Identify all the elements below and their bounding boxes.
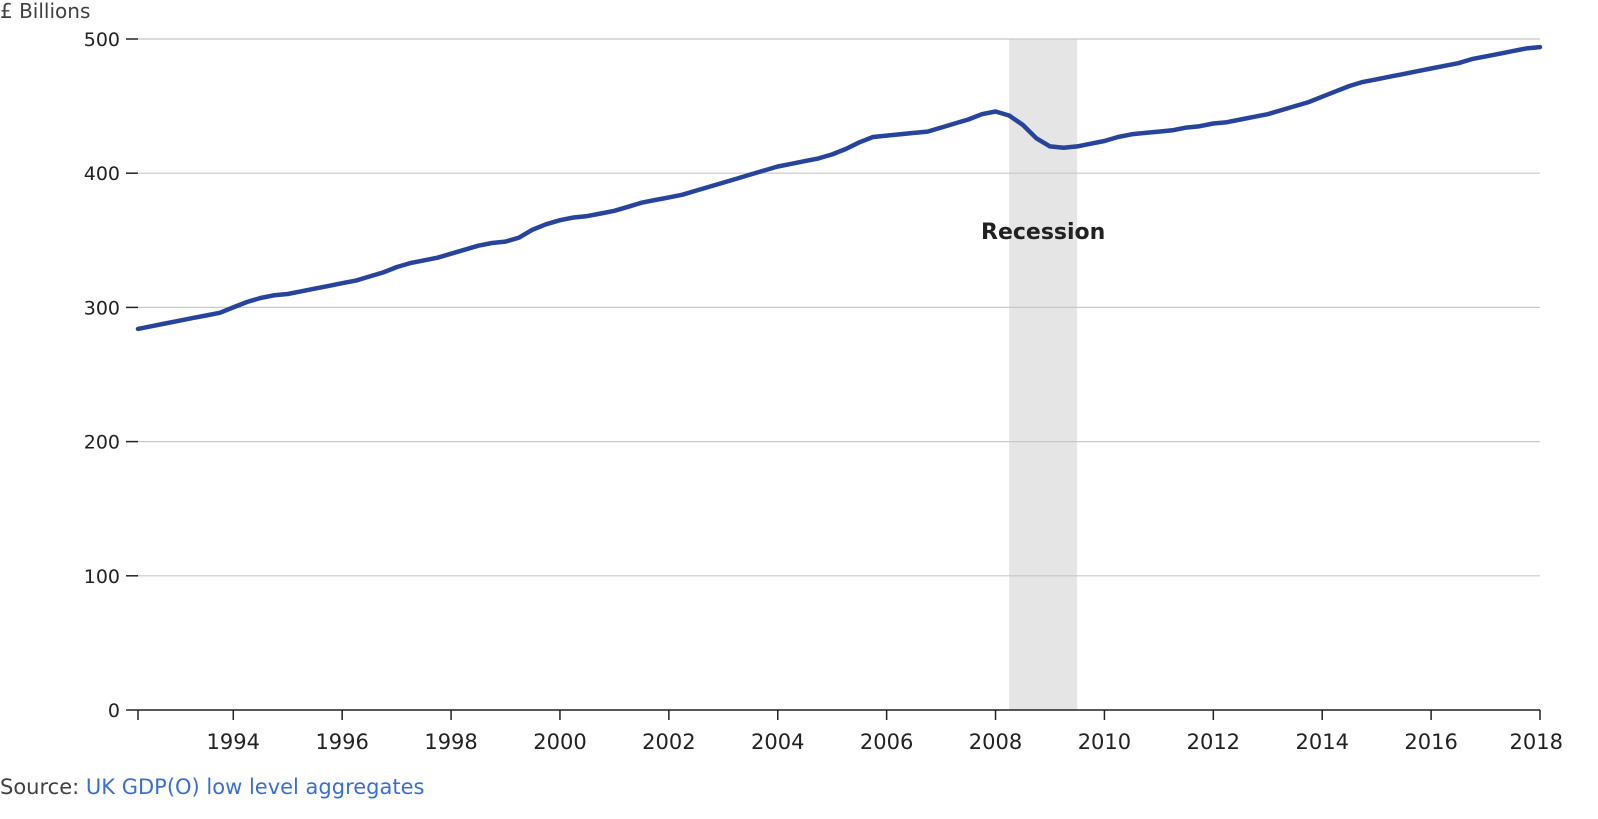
x-tick-label: 1996	[315, 730, 368, 754]
x-tick-label: 2012	[1187, 730, 1240, 754]
recession-band	[1009, 39, 1078, 710]
x-tick-label: 1994	[207, 730, 260, 754]
y-axis-title: £ Billions	[0, 0, 90, 23]
grid-lines	[138, 38, 1540, 577]
series-layer	[135, 44, 1543, 332]
labels: 0 100 200 300 400 500 1994 1996 1998 2000 2002 2004…	[0, 0, 1563, 754]
gdp-series-line	[135, 44, 1543, 332]
source-link[interactable]: UK GDP(O) low level aggregates	[85, 775, 425, 799]
x-tick-label: 2018	[1510, 730, 1563, 754]
y-tick-label: 300	[84, 297, 120, 319]
x-tick-label: 2016	[1404, 730, 1457, 754]
x-tick-label: 2014	[1295, 730, 1348, 754]
y-tick-label: 0	[108, 700, 120, 722]
x-tick-label: 2008	[969, 730, 1022, 754]
y-tick-label: 500	[84, 29, 120, 51]
axes	[126, 38, 1541, 720]
recession-layer	[1009, 39, 1078, 710]
gdp-line-chart: 0 100 200 300 400 500 1994 1996 1998 2000 2002 2004…	[0, 0, 1563, 754]
source-note: Source: UK GDP(O) low level aggregates	[0, 775, 424, 799]
x-tick-label: 2000	[533, 730, 586, 754]
y-tick-label: 200	[84, 432, 120, 454]
x-tick-label: 2010	[1078, 730, 1131, 754]
y-tick-label: 100	[84, 566, 120, 588]
y-tick-label: 400	[84, 163, 120, 185]
recession-label: Recession	[981, 220, 1105, 245]
x-tick-label: 1998	[424, 730, 477, 754]
x-tick-label: 2002	[642, 730, 695, 754]
x-tick-label: 2006	[860, 730, 913, 754]
x-tick-label: 2004	[751, 730, 804, 754]
source-prefix: Source:	[0, 775, 86, 799]
